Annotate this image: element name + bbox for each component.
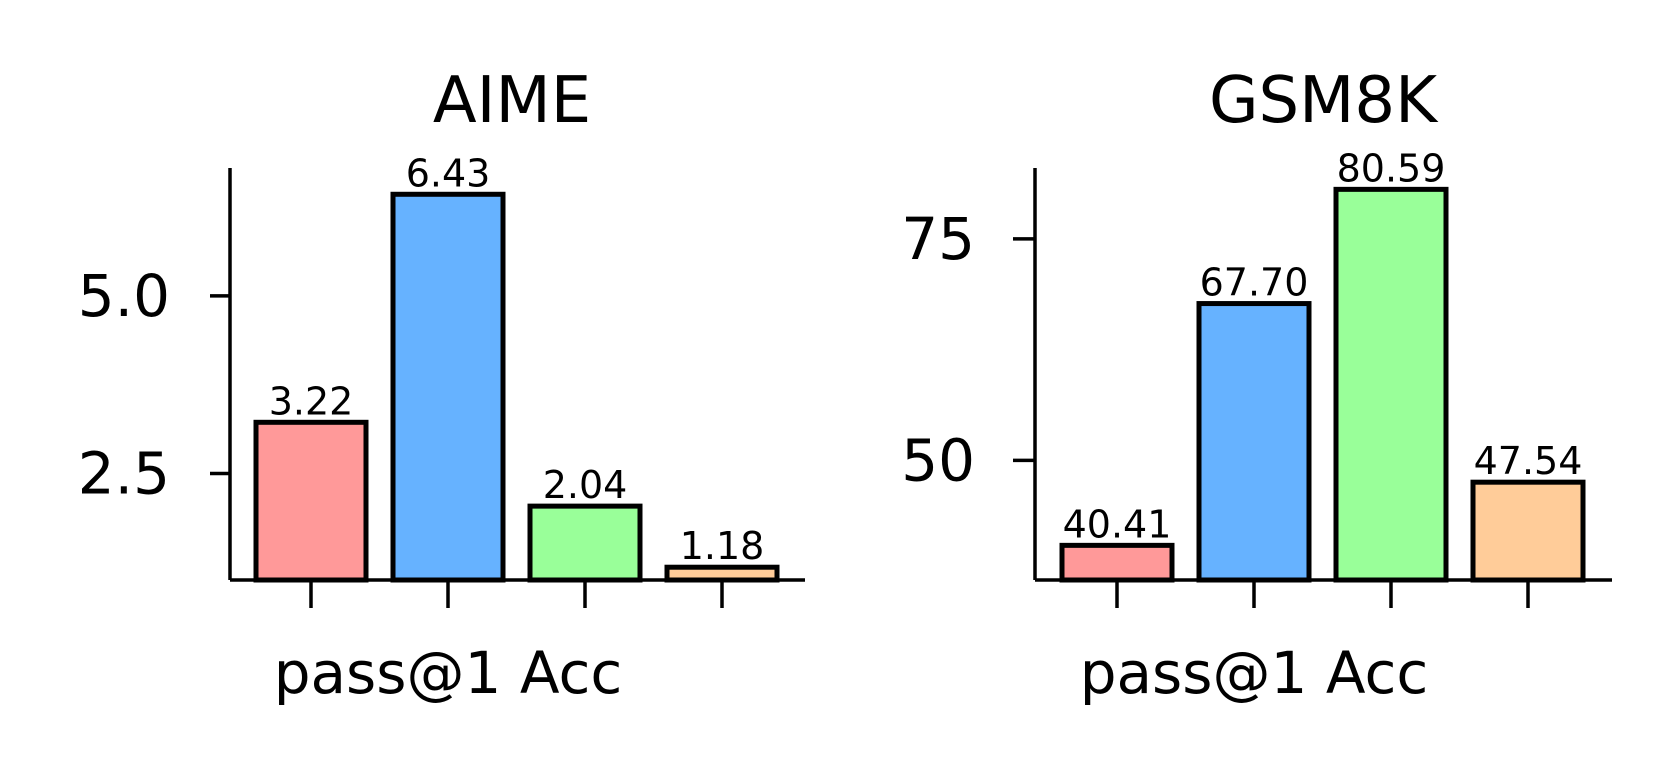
bar-0 bbox=[253, 419, 369, 583]
data-label-1: 6.43 bbox=[406, 151, 491, 195]
data-label-2: 80.59 bbox=[1337, 146, 1446, 190]
bar-0 bbox=[1059, 542, 1175, 583]
bar-3 bbox=[1470, 479, 1586, 583]
y-tick-label-1: 5.0 bbox=[78, 262, 170, 330]
chart-title: AIME bbox=[433, 64, 591, 138]
bar-1 bbox=[390, 191, 506, 583]
y-tick-label-0: 2.5 bbox=[78, 439, 170, 507]
y-tick-label-1: 75 bbox=[901, 205, 975, 273]
chart-title: GSM8K bbox=[1209, 64, 1439, 138]
x-axis-label: pass@1 Acc bbox=[1080, 639, 1429, 707]
data-label-0: 3.22 bbox=[269, 379, 354, 423]
bar-2 bbox=[527, 503, 643, 583]
bar-3 bbox=[664, 564, 780, 583]
bar-1 bbox=[1196, 301, 1312, 583]
data-label-1: 67.70 bbox=[1200, 261, 1309, 305]
y-tick-label-0: 50 bbox=[901, 426, 975, 494]
data-label-3: 47.54 bbox=[1474, 439, 1583, 483]
x-axis-label: pass@1 Acc bbox=[274, 639, 623, 707]
data-label-0: 40.41 bbox=[1063, 502, 1172, 546]
data-label-2: 2.04 bbox=[543, 463, 628, 507]
bar-2 bbox=[1333, 186, 1449, 583]
data-label-3: 1.18 bbox=[680, 524, 765, 568]
